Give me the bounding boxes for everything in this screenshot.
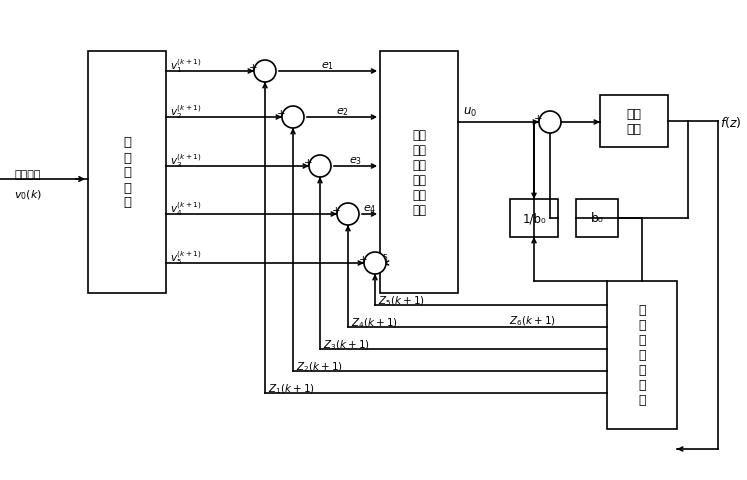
FancyBboxPatch shape	[600, 96, 668, 148]
Text: $Z_3(k+1)$: $Z_3(k+1)$	[323, 337, 370, 351]
Text: -: -	[265, 76, 269, 86]
Circle shape	[309, 156, 331, 178]
Circle shape	[254, 61, 276, 83]
Text: $e_5$: $e_5$	[376, 252, 389, 264]
Text: -: -	[348, 218, 352, 228]
Text: +: +	[359, 254, 368, 264]
FancyBboxPatch shape	[510, 200, 558, 238]
Text: 被控
对象: 被控 对象	[627, 108, 642, 136]
Text: $Z_1(k+1)$: $Z_1(k+1)$	[268, 382, 314, 395]
Text: 非线
性状
态误
差反
馈控
制率: 非线 性状 态误 差反 馈控 制率	[412, 129, 426, 216]
Text: $v_2^{(k+1)}$: $v_2^{(k+1)}$	[170, 103, 202, 120]
Text: 扩
张
状
态
观
测
器: 扩 张 状 态 观 测 器	[638, 304, 645, 407]
Text: $v_3^{(k+1)}$: $v_3^{(k+1)}$	[170, 152, 202, 169]
Circle shape	[282, 107, 304, 129]
FancyBboxPatch shape	[576, 200, 618, 238]
FancyBboxPatch shape	[607, 281, 677, 429]
Text: +: +	[249, 63, 257, 73]
Text: $u_0$: $u_0$	[463, 105, 477, 118]
Circle shape	[337, 204, 359, 226]
Text: $e_1$: $e_1$	[321, 60, 335, 72]
Text: $e_3$: $e_3$	[349, 155, 362, 167]
FancyBboxPatch shape	[88, 52, 166, 293]
Circle shape	[364, 252, 386, 275]
Circle shape	[539, 112, 561, 134]
Text: 跟
踪
微
分
器: 跟 踪 微 分 器	[123, 136, 131, 209]
Text: $Z_6(k+1)$: $Z_6(k+1)$	[509, 313, 555, 327]
Text: +: +	[276, 109, 285, 119]
Text: 输入信号: 输入信号	[15, 169, 41, 180]
Text: $e_4$: $e_4$	[363, 203, 376, 215]
Text: -: -	[550, 127, 554, 137]
Text: $v_4^{(k+1)}$: $v_4^{(k+1)}$	[170, 200, 202, 217]
Text: b₀: b₀	[591, 212, 604, 225]
Text: $f(z)$: $f(z)$	[720, 114, 742, 129]
FancyBboxPatch shape	[380, 52, 458, 293]
Text: 1/b₀: 1/b₀	[522, 212, 546, 225]
Text: +: +	[304, 157, 312, 168]
Text: +: +	[332, 205, 341, 216]
Text: -: -	[293, 122, 297, 132]
Text: $Z_2(k+1)$: $Z_2(k+1)$	[296, 360, 343, 373]
Text: $v_0(k)$: $v_0(k)$	[14, 188, 42, 202]
Text: $Z_5(k+1)$: $Z_5(k+1)$	[378, 294, 425, 307]
Text: $v_5^{(k+1)}$: $v_5^{(k+1)}$	[170, 249, 202, 266]
Text: +: +	[533, 114, 542, 124]
Text: -: -	[375, 267, 379, 277]
Text: -: -	[320, 171, 324, 180]
Text: $v_1^{(k+1)}$: $v_1^{(k+1)}$	[170, 57, 202, 75]
Text: $Z_4(k+1)$: $Z_4(k+1)$	[351, 315, 397, 329]
Text: $e_2$: $e_2$	[335, 106, 349, 118]
